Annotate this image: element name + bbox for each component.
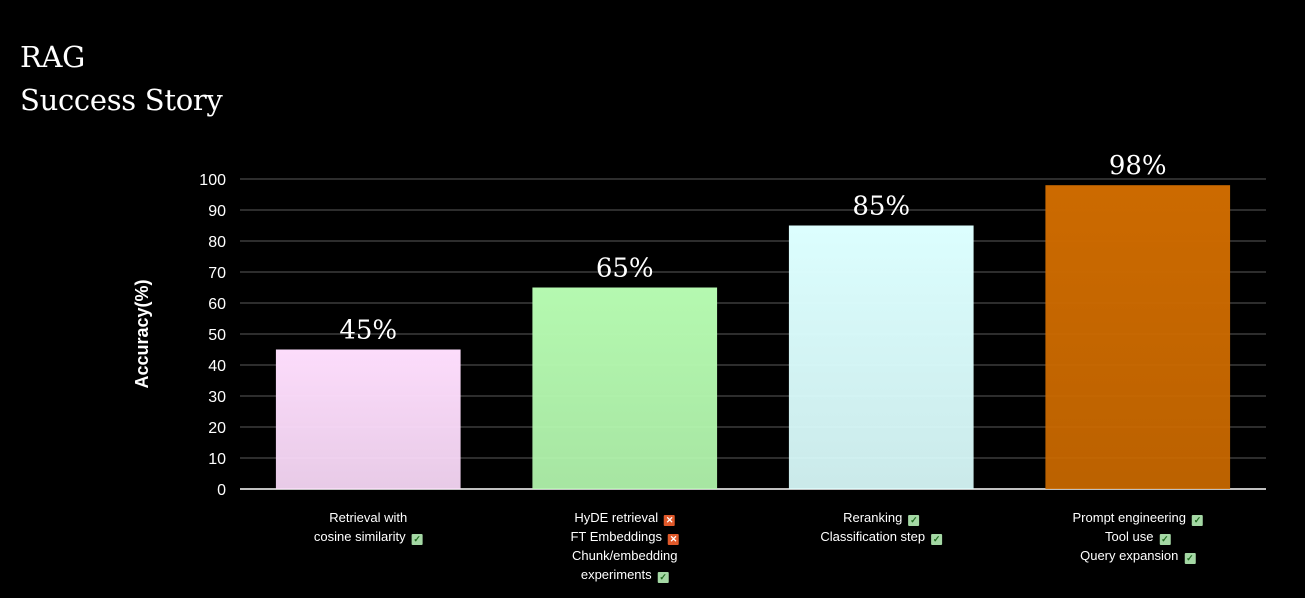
category-item-text: Reranking: [843, 510, 903, 525]
category-item-text: Classification step: [820, 529, 926, 544]
y-tick-label: 60: [208, 296, 226, 313]
category-item-text: FT Embeddings: [570, 529, 663, 544]
title-line-2: Success Story: [20, 83, 223, 117]
category-item-text: HyDE retrieval: [574, 510, 659, 525]
bar-3: [788, 225, 974, 489]
y-tick-label: 80: [208, 234, 226, 251]
bar-1: [275, 349, 461, 489]
y-tick-label: 90: [208, 203, 226, 220]
category-item-text: cosine similarity: [313, 529, 406, 544]
category-item: experiments ✓: [570, 565, 679, 584]
y-axis-label: Accuracy(%): [132, 279, 152, 388]
title-line-1: RAG: [20, 40, 86, 74]
checkmark-icon: ✓: [657, 572, 669, 583]
category-item-text: Prompt engineering: [1072, 510, 1186, 525]
category-item-text: Tool use: [1105, 529, 1154, 544]
y-tick-label: 50: [208, 327, 226, 344]
category-label-1: Retrieval with cosine similarity ✓: [314, 508, 423, 546]
bar-value-label: 65%: [596, 254, 654, 284]
checkmark-icon: ✓: [411, 534, 423, 545]
category-item-text: Retrieval with: [329, 510, 408, 525]
y-tick-label: 20: [208, 420, 226, 437]
y-tick-label: 70: [208, 265, 226, 282]
category-item: Query expansion ✓: [1073, 546, 1203, 565]
category-label-3: Reranking ✓ Classification step ✓: [820, 508, 943, 546]
y-tick-label: 0: [217, 482, 226, 499]
category-item-text: experiments: [580, 567, 652, 582]
cross-icon: ✕: [664, 515, 676, 526]
checkmark-icon: ✓: [1184, 553, 1196, 564]
category-item: Classification step ✓: [820, 527, 943, 546]
category-item: Chunk/embedding: [570, 546, 679, 565]
checkmark-icon: ✓: [908, 515, 920, 526]
y-tick-label: 30: [208, 389, 226, 406]
bar-value-label: 45%: [339, 316, 397, 346]
bar-value-label: 98%: [1109, 151, 1167, 181]
y-tick-label: 40: [208, 358, 226, 375]
category-item: FT Embeddings ✕: [570, 527, 680, 546]
bar-value-label: 85%: [852, 192, 910, 222]
category-item-text: Query expansion: [1080, 548, 1179, 563]
category-item: cosine similarity ✓: [314, 527, 423, 546]
category-item: Tool use ✓: [1073, 527, 1203, 546]
bar-2: [532, 287, 718, 489]
category-item: Reranking ✓: [820, 508, 942, 527]
bar-4: [1045, 185, 1231, 489]
category-item: Retrieval with: [314, 508, 423, 527]
category-item: Prompt engineering ✓: [1073, 508, 1203, 527]
y-tick-label: 10: [208, 451, 226, 468]
y-tick-label: 100: [199, 172, 226, 189]
category-label-2: HyDE retrieval ✕ FT Embeddings ✕ Chunk/embed…: [570, 508, 680, 584]
checkmark-icon: ✓: [1191, 515, 1203, 526]
category-item: HyDE retrieval ✕: [570, 508, 679, 527]
category-label-4: Prompt engineering ✓ Tool use ✓ Query expans…: [1073, 508, 1203, 565]
cross-icon: ✕: [668, 534, 680, 545]
checkmark-icon: ✓: [1159, 534, 1171, 545]
category-item-text: Chunk/embedding: [571, 548, 678, 563]
checkmark-icon: ✓: [931, 534, 943, 545]
slide-title: RAG Success Story: [20, 36, 223, 122]
